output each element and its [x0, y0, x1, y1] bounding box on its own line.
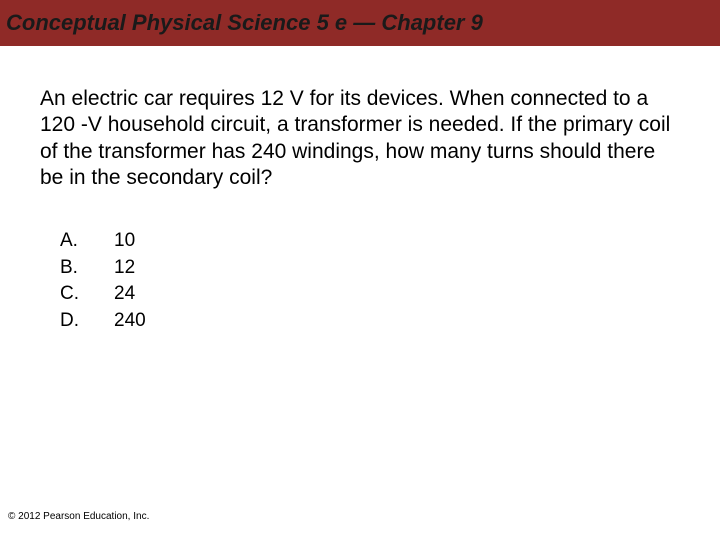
- option-letter: A.: [60, 229, 114, 254]
- option-letter: C.: [60, 282, 114, 307]
- option-d: D. 240: [60, 309, 680, 334]
- copyright-footer: © 2012 Pearson Education, Inc.: [8, 511, 149, 522]
- option-letter: B.: [60, 256, 114, 281]
- slide-title: Conceptual Physical Science 5 e — Chapte…: [6, 10, 714, 36]
- answer-options: A. 10 B. 12 C. 24 D. 240: [40, 229, 680, 334]
- option-value: 240: [114, 309, 146, 334]
- slide-content: An electric car requires 12 V for its de…: [0, 46, 720, 334]
- option-c: C. 24: [60, 282, 680, 307]
- option-letter: D.: [60, 309, 114, 334]
- question-text: An electric car requires 12 V for its de…: [40, 86, 680, 191]
- option-value: 12: [114, 256, 135, 281]
- option-b: B. 12: [60, 256, 680, 281]
- option-value: 10: [114, 229, 135, 254]
- option-value: 24: [114, 282, 135, 307]
- slide-header: Conceptual Physical Science 5 e — Chapte…: [0, 0, 720, 46]
- option-a: A. 10: [60, 229, 680, 254]
